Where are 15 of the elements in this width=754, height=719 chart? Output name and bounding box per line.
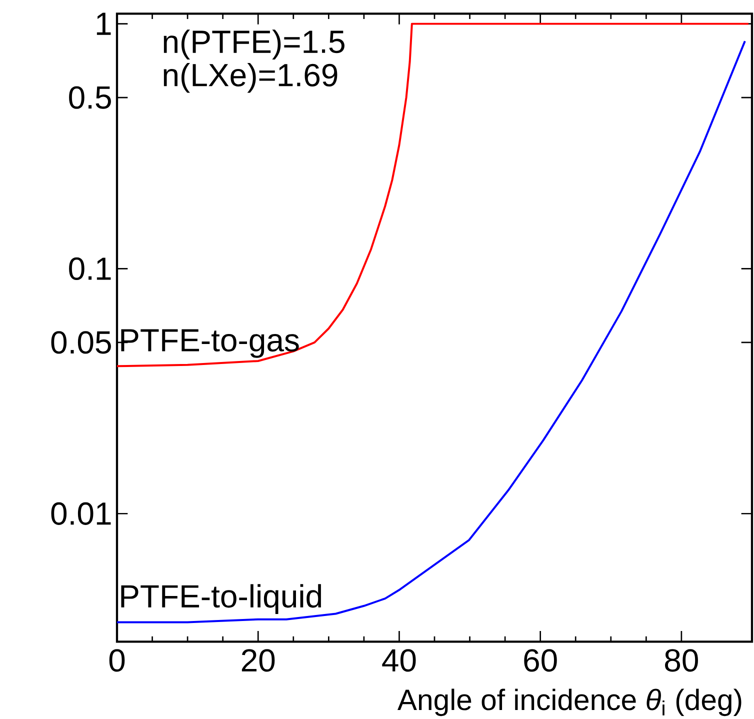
x-axis-title: Angle of incidence θ$_{i}$ (deg) [397,688,742,716]
x-tick-label: 60 [524,649,557,672]
y-tick-label: 0.05 [51,331,111,354]
y-tick-label: 1 [96,12,111,35]
x-tick-label: 20 [242,649,275,672]
x-tick-label: 0 [109,649,125,672]
annotation: n(PTFE)=1.5 [164,30,344,60]
x-tick-label: 80 [665,649,698,672]
y-tick-label: 0.01 [51,502,111,525]
series-label: PTFE-to-gas [121,329,299,358]
y-tick-label: 0.5 [69,86,111,109]
series-label: PTFE-to-liquid [121,584,322,614]
x-tick-label: 40 [382,649,416,672]
y-tick-label: 0.1 [69,257,111,280]
annotation: n(LXe)=1.69 [164,62,338,93]
